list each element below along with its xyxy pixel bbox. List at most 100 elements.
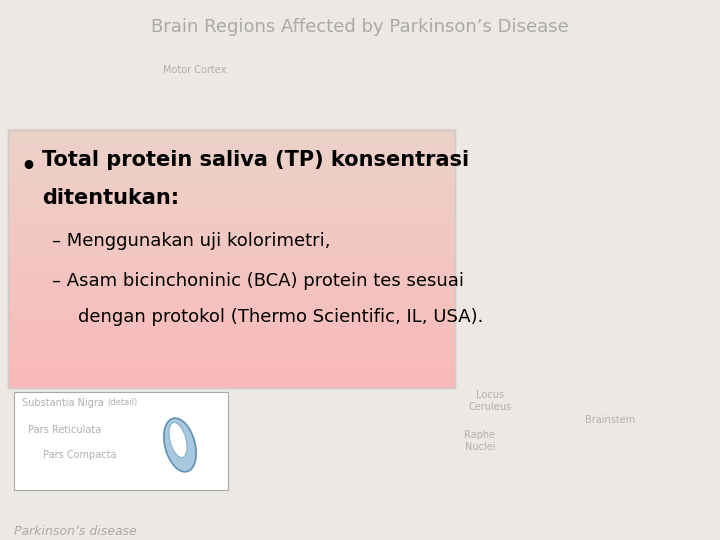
Bar	[8, 139, 455, 143]
Bar	[8, 322, 455, 327]
Bar	[8, 239, 455, 243]
Bar	[8, 371, 455, 375]
Bar	[8, 293, 455, 298]
Bar	[8, 161, 455, 165]
Bar	[8, 255, 455, 259]
Bar	[8, 248, 455, 253]
Bar	[8, 132, 455, 137]
Text: Brain Regions Affected by Parkinson’s Disease: Brain Regions Affected by Parkinson’s Di…	[151, 18, 569, 36]
Bar	[8, 213, 455, 217]
Bar	[8, 271, 455, 275]
Bar	[8, 364, 455, 369]
Bar	[8, 319, 455, 323]
Bar	[8, 187, 455, 191]
Bar	[8, 148, 455, 153]
Bar	[8, 171, 455, 175]
Bar	[8, 348, 455, 353]
Text: Locus
Ceruleus: Locus Ceruleus	[469, 390, 512, 411]
Bar	[8, 152, 455, 156]
Bar	[8, 203, 455, 207]
Text: Brainstem: Brainstem	[585, 415, 635, 425]
Bar	[8, 278, 455, 281]
Text: Motor Cortex: Motor Cortex	[163, 65, 227, 75]
Bar	[8, 335, 455, 340]
Bar	[8, 136, 455, 140]
Bar	[8, 158, 455, 162]
Bar	[8, 165, 455, 168]
Bar	[8, 374, 455, 379]
Bar	[8, 226, 455, 230]
Text: Substantia Nigra: Substantia Nigra	[22, 398, 104, 408]
Bar	[8, 190, 455, 194]
Bar	[8, 345, 455, 349]
Bar	[8, 329, 455, 333]
Bar	[8, 177, 455, 181]
Bar	[8, 180, 455, 185]
Bar	[8, 281, 455, 285]
Bar	[8, 142, 455, 146]
Text: – Asam bicinchoninic (BCA) protein tes sesuai: – Asam bicinchoninic (BCA) protein tes s…	[52, 272, 464, 290]
Bar	[8, 242, 455, 246]
Bar	[8, 197, 455, 201]
Bar	[8, 352, 455, 356]
Text: Total protein saliva (TP) konsentrasi: Total protein saliva (TP) konsentrasi	[42, 150, 469, 170]
Bar	[8, 284, 455, 288]
Bar	[8, 316, 455, 320]
Bar	[8, 358, 455, 362]
Bar	[8, 296, 455, 301]
Bar	[8, 265, 455, 269]
Bar	[8, 309, 455, 314]
Text: •: •	[20, 155, 36, 179]
Bar	[8, 206, 455, 211]
Bar	[8, 326, 455, 330]
Text: Pars Reticulata: Pars Reticulata	[28, 425, 102, 435]
Bar	[8, 168, 455, 172]
Bar	[8, 222, 455, 227]
Bar	[8, 287, 455, 291]
Bar	[8, 210, 455, 214]
Text: Parkinson’s disease: Parkinson’s disease	[14, 525, 137, 538]
Bar	[8, 129, 455, 133]
Bar	[8, 258, 455, 262]
Bar	[8, 235, 455, 240]
Bar	[8, 145, 455, 150]
Bar	[8, 303, 455, 307]
Bar	[8, 306, 455, 310]
Bar	[8, 245, 455, 249]
Text: Pars Compacta: Pars Compacta	[43, 450, 117, 460]
Bar	[8, 155, 455, 159]
Bar	[8, 174, 455, 178]
Bar	[8, 252, 455, 256]
Bar	[8, 184, 455, 188]
Bar	[8, 216, 455, 220]
Bar	[8, 261, 455, 266]
Bar	[8, 229, 455, 233]
Text: Raphe
Nuclei: Raphe Nuclei	[464, 430, 495, 451]
Bar	[8, 232, 455, 237]
Bar	[8, 268, 455, 272]
Bar	[8, 291, 455, 294]
Bar	[8, 200, 455, 204]
Bar	[8, 342, 455, 346]
Ellipse shape	[169, 422, 187, 457]
Bar	[8, 377, 455, 382]
Bar	[8, 300, 455, 304]
Bar	[8, 274, 455, 278]
Bar	[8, 384, 455, 388]
Bar	[8, 381, 455, 385]
Text: (detail): (detail)	[107, 398, 138, 407]
Bar	[8, 361, 455, 366]
Bar	[8, 130, 455, 388]
Bar	[8, 332, 455, 336]
Bar	[8, 193, 455, 198]
Ellipse shape	[164, 418, 196, 472]
Bar	[8, 355, 455, 359]
Bar	[8, 219, 455, 224]
Text: ditentukan:: ditentukan:	[42, 188, 179, 208]
Bar	[14, 392, 228, 490]
Text: – Menggunakan uji kolorimetri,: – Menggunakan uji kolorimetri,	[52, 232, 330, 250]
Text: dengan protokol (Thermo Scientific, IL, USA).: dengan protokol (Thermo Scientific, IL, …	[78, 308, 483, 326]
Bar	[8, 368, 455, 372]
Bar	[8, 339, 455, 343]
Bar	[8, 313, 455, 317]
